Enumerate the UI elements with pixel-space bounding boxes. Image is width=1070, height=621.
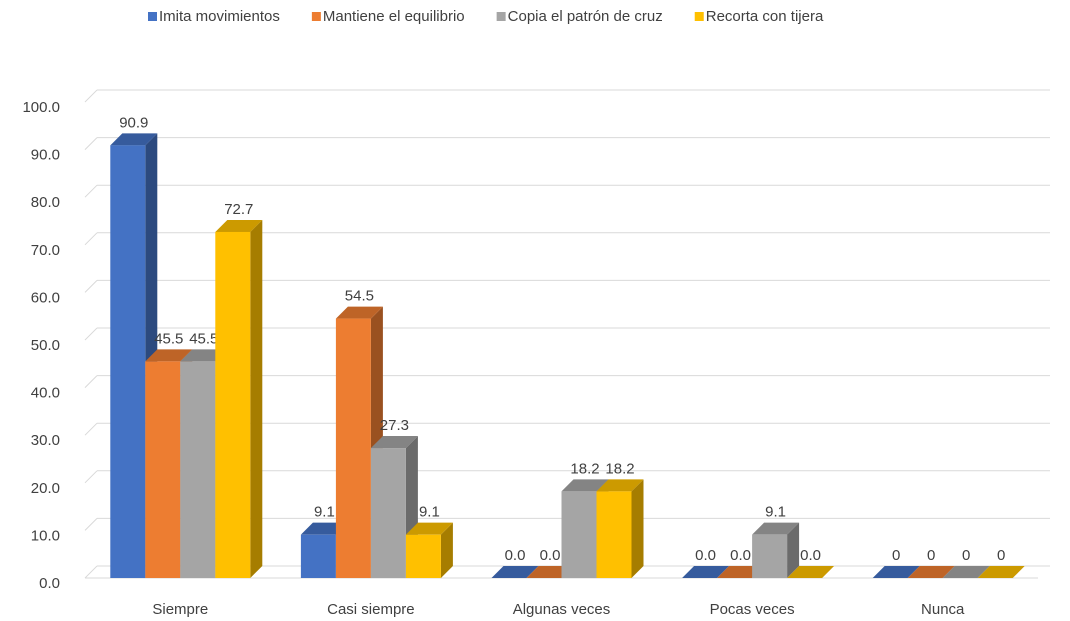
bar-top (872, 566, 920, 578)
bar-top (215, 219, 263, 232)
y-tick-label: 50.0 (31, 337, 60, 354)
grid-line-side (84, 89, 98, 103)
data-label: 90.9 (119, 114, 148, 131)
legend-swatch (694, 12, 704, 21)
bar-top (907, 566, 955, 578)
data-label: 9.1 (765, 504, 786, 521)
data-label: 72.7 (224, 201, 253, 218)
grid-line-side (84, 280, 98, 293)
legend-swatch (311, 12, 321, 21)
y-tick-label: 80.0 (31, 194, 60, 211)
bar-top (752, 522, 800, 535)
y-tick-label: 20.0 (31, 480, 60, 497)
x-tick-label: Pocas veces (710, 601, 795, 618)
bar-side (440, 522, 453, 578)
bar (180, 361, 216, 578)
bar-top (370, 436, 418, 449)
bar-top (942, 566, 990, 578)
data-label: 18.2 (570, 460, 599, 477)
bar (596, 491, 632, 578)
bar-top (491, 566, 539, 578)
data-label: 45.5 (154, 330, 183, 347)
y-tick-label: 0.0 (39, 575, 60, 592)
grid-line-side (84, 565, 98, 579)
bar-top (596, 479, 644, 492)
data-label: 18.2 (605, 460, 634, 477)
bar-top (405, 522, 453, 535)
bar-side (787, 522, 800, 578)
grid-line-side (84, 327, 98, 341)
y-tick-label: 40.0 (31, 385, 60, 402)
legend-swatch (496, 12, 506, 21)
y-tick-label: 90.0 (31, 147, 60, 164)
bar-side (250, 219, 263, 578)
bar-top (145, 349, 193, 362)
y-tick-label: 70.0 (31, 242, 60, 259)
bar (300, 534, 336, 578)
grid-line-side (84, 518, 98, 531)
x-tick-label: Casi siempre (327, 601, 415, 618)
bar (145, 361, 181, 578)
grid-line-side (84, 232, 98, 246)
data-label: 9.1 (419, 504, 440, 521)
bar (215, 231, 251, 578)
bar-top (335, 306, 383, 319)
legend-label: Mantiene el equilibrio (323, 8, 465, 25)
data-label: 0.0 (695, 547, 716, 564)
legend-swatch (148, 12, 157, 21)
data-label: 0 (962, 547, 970, 564)
y-tick-label: 10.0 (31, 527, 60, 544)
legend-label: Copia el patrón de cruz (508, 8, 663, 25)
legend-label: Imita movimientos (159, 8, 280, 25)
bar-top (682, 566, 730, 578)
grid-line-side (84, 470, 98, 484)
bar (335, 318, 371, 578)
grid-line-side (84, 422, 98, 436)
legend-label: Recorta con tijera (706, 8, 824, 25)
bar-top (787, 566, 835, 578)
data-label: 0.0 (800, 547, 821, 564)
bar-side (631, 479, 644, 578)
data-label: 0 (997, 547, 1005, 564)
y-tick-label: 100.0 (22, 99, 60, 116)
data-label: 9.1 (314, 504, 335, 521)
bar (370, 448, 406, 578)
bar (752, 534, 788, 578)
bar-top (110, 133, 158, 146)
x-tick-label: Nunca (921, 601, 965, 618)
bar (110, 145, 146, 579)
x-tick-label: Algunas veces (513, 601, 611, 618)
data-label: 0.0 (730, 547, 751, 564)
data-label: 45.5 (189, 330, 218, 347)
bar-top (977, 566, 1025, 578)
y-tick-label: 60.0 (31, 289, 60, 306)
grid-line-side (84, 137, 98, 150)
x-tick-label: Siempre (152, 601, 208, 618)
y-tick-label: 30.0 (31, 432, 60, 449)
bar-top (561, 479, 609, 492)
data-label: 27.3 (380, 417, 409, 434)
data-label: 0 (892, 547, 900, 564)
data-label: 54.5 (345, 288, 374, 305)
data-label: 0.0 (540, 547, 561, 564)
data-label: 0 (927, 547, 935, 564)
grid-line-side (84, 375, 98, 388)
data-label: 0.0 (505, 547, 526, 564)
bar (405, 534, 441, 578)
bar (561, 491, 597, 578)
grid-line-side (84, 184, 98, 198)
